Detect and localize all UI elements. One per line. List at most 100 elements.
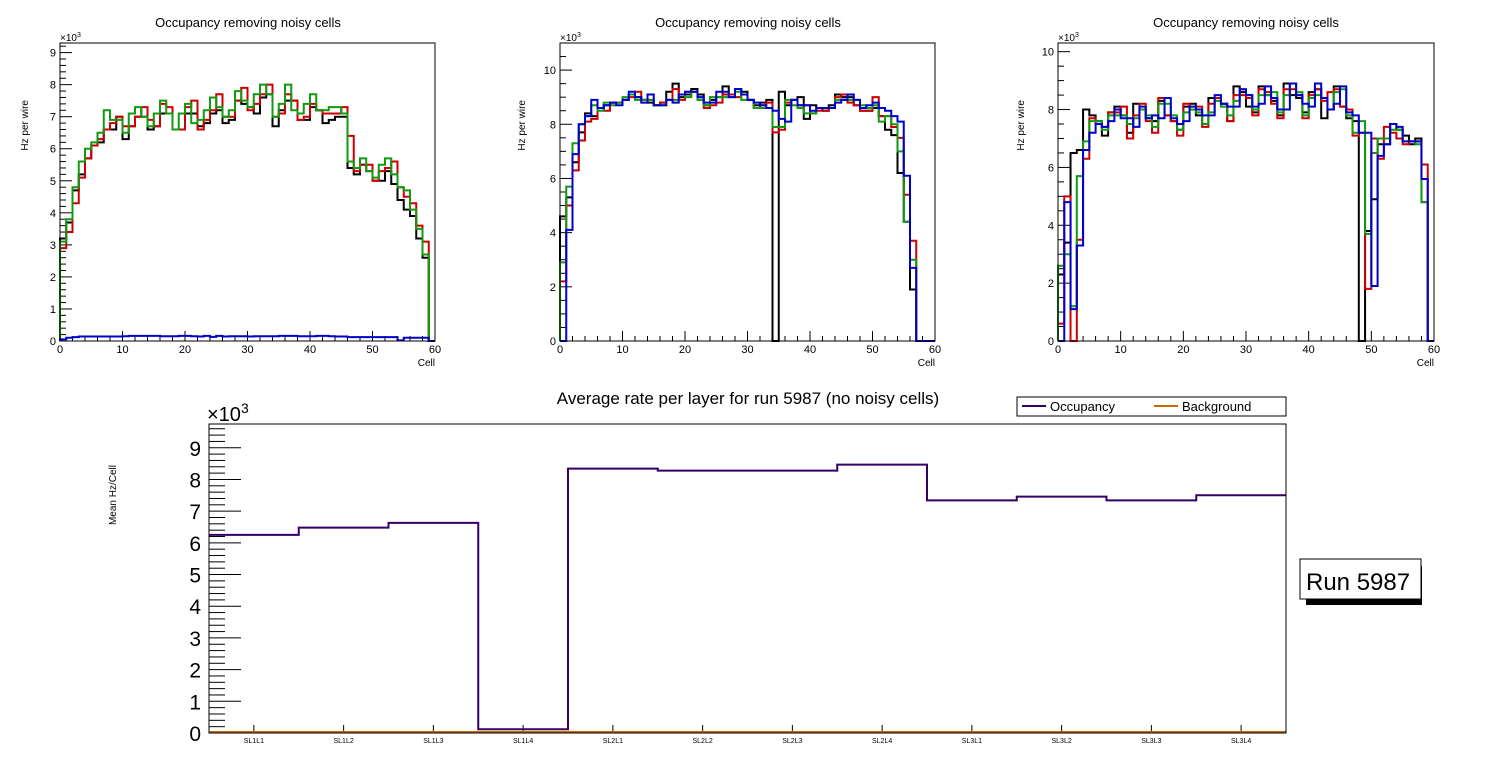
y-tick-label: 2 — [50, 272, 56, 284]
y-tick-label: 7 — [189, 501, 201, 524]
series-line-green — [559, 90, 935, 342]
plot-frame — [59, 42, 436, 342]
legend-label-occupancy: Occupancy — [1050, 399, 1116, 414]
x-tick-label: 50 — [1365, 344, 1377, 356]
y-multiplier: ×103 — [1058, 32, 1079, 44]
x-axis-label: Cell — [418, 358, 435, 369]
y-tick-label: 6 — [189, 533, 201, 556]
x-tick-label: SL1L2 — [334, 738, 354, 745]
y-axis-label: Hz per wire — [1016, 100, 1027, 151]
y-tick-label: 0 — [189, 723, 201, 746]
x-tick-label: 10 — [116, 344, 128, 356]
x-tick-label: SL3L3 — [1141, 738, 1161, 745]
series-line-red — [59, 83, 435, 342]
x-tick-label: 60 — [429, 344, 441, 356]
series-line-occupancy — [209, 463, 1286, 731]
legend-frame — [1016, 396, 1287, 417]
y-tick-label: 2 — [189, 660, 201, 683]
x-tick-label: 20 — [1177, 344, 1189, 356]
y-tick-label: 2 — [1048, 278, 1054, 290]
y-axis-label: Hz per wire — [20, 100, 31, 151]
chart-panel-2: Occupancy removing noisy cells Hz per wir… — [517, 15, 941, 369]
x-tick-label: 0 — [557, 344, 563, 356]
y-tick-label: 0 — [50, 336, 56, 348]
x-tick-label: 20 — [679, 344, 691, 356]
x-tick-label: 30 — [741, 344, 753, 356]
x-tick-label: 10 — [616, 344, 628, 356]
chart-title: Average rate per layer for run 5987 (no … — [557, 389, 939, 408]
x-tick-label: SL2L4 — [872, 738, 892, 745]
x-tick-label: SL2L2 — [693, 738, 713, 745]
run-label-frame — [1299, 558, 1422, 600]
y-tick-label: 0 — [1048, 336, 1054, 348]
x-tick-label: SL2L1 — [603, 738, 623, 745]
x-tick-label: 0 — [1055, 344, 1061, 356]
y-tick-label: 10 — [1042, 47, 1054, 59]
x-tick-label: SL1L1 — [244, 738, 264, 745]
y-tick-label: 8 — [550, 119, 556, 131]
y-tick-label: 3 — [50, 240, 56, 252]
x-tick-label: 20 — [179, 344, 191, 356]
x-tick-label: 50 — [366, 344, 378, 356]
x-tick-label: 30 — [241, 344, 253, 356]
x-tick-label: SL3L4 — [1231, 738, 1251, 745]
y-axis-label: Hz per wire — [517, 100, 528, 151]
series-line-blue — [59, 334, 435, 342]
series-line-green — [59, 83, 435, 342]
y-tick-label: 4 — [550, 228, 556, 240]
y-tick-label: 9 — [189, 438, 201, 461]
chart-title: Occupancy removing noisy cells — [155, 15, 341, 30]
series-line-blue — [560, 88, 935, 342]
y-tick-label: 5 — [189, 565, 201, 588]
x-tick-label: 0 — [57, 344, 63, 356]
x-tick-label: SL1L3 — [423, 738, 443, 745]
y-tick-label: 6 — [550, 173, 556, 185]
chart-panel-4: Average rate per layer for run 5987 (no … — [108, 389, 1287, 746]
x-tick-label: 30 — [1240, 344, 1252, 356]
y-tick-label: 1 — [189, 691, 201, 714]
x-tick-label: 40 — [804, 344, 816, 356]
plot-frame — [208, 423, 1287, 734]
series-line-red — [559, 88, 935, 342]
y-axis-label: Mean Hz/Cell — [108, 465, 119, 525]
y-tick-label: 6 — [1048, 162, 1054, 174]
y-tick-label: 0 — [550, 336, 556, 348]
chart-panel-1: Occupancy removing noisy cells Hz per wir… — [20, 15, 441, 369]
y-tick-label: 4 — [50, 208, 56, 220]
legend-label-background: Background — [1182, 399, 1251, 414]
y-tick-label: 9 — [50, 48, 56, 60]
x-tick-label: SL2L3 — [782, 738, 802, 745]
x-tick-label: 60 — [929, 344, 941, 356]
x-axis-label: Cell — [1417, 358, 1434, 369]
x-tick-label: 60 — [1428, 344, 1440, 356]
y-multiplier: ×103 — [560, 32, 581, 44]
y-tick-label: 6 — [50, 144, 56, 156]
y-tick-label: 8 — [189, 469, 201, 492]
y-tick-label: 7 — [50, 112, 56, 124]
y-tick-label: 4 — [1048, 220, 1054, 232]
y-tick-label: 10 — [544, 65, 556, 77]
x-tick-label: 10 — [1115, 344, 1127, 356]
chart-panel-3: Occupancy removing noisy cells Hz per wir… — [1016, 15, 1440, 369]
y-multiplier: ×103 — [207, 400, 249, 426]
x-tick-label: 50 — [866, 344, 878, 356]
x-tick-label: SL3L1 — [962, 738, 982, 745]
y-multiplier: ×103 — [60, 32, 81, 44]
plot-frame — [559, 42, 936, 342]
y-tick-label: 8 — [1048, 105, 1054, 117]
legend: Occupancy Background — [1016, 396, 1287, 417]
series-line-black — [59, 93, 435, 342]
y-tick-label: 1 — [50, 304, 56, 316]
y-tick-label: 8 — [50, 80, 56, 92]
chart-title: Occupancy removing noisy cells — [655, 15, 841, 30]
run-label-box: Run 5987 — [1299, 558, 1422, 605]
y-tick-label: 4 — [189, 596, 201, 619]
x-tick-label: 40 — [304, 344, 316, 356]
series-line-blue — [1058, 82, 1434, 342]
chart-title: Occupancy removing noisy cells — [1153, 15, 1339, 30]
plot-frame — [1057, 42, 1435, 342]
y-tick-label: 2 — [550, 282, 556, 294]
x-tick-label: SL3L2 — [1052, 738, 1072, 745]
x-tick-label: 40 — [1303, 344, 1315, 356]
